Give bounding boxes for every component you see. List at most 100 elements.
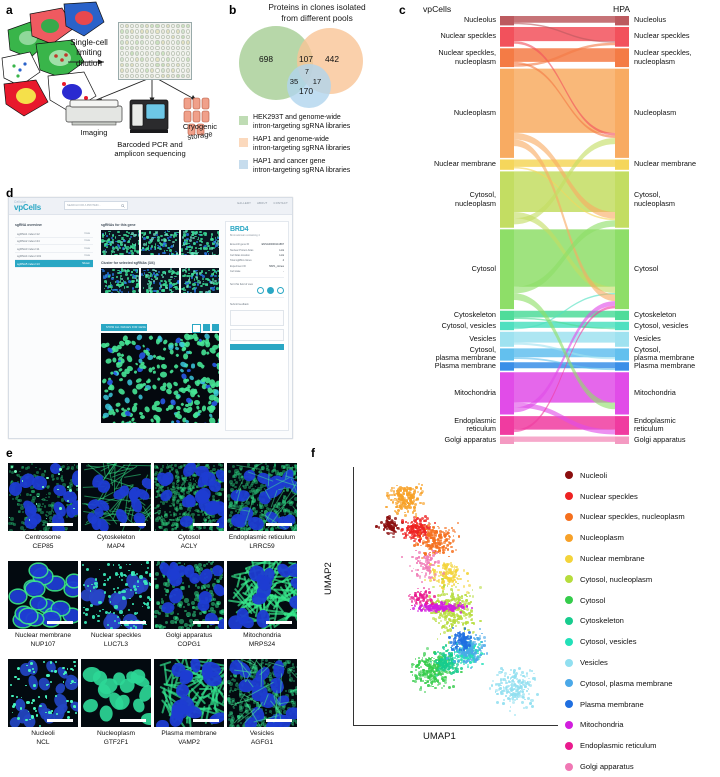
rate-button-2[interactable] bbox=[267, 287, 274, 294]
micrograph-image[interactable] bbox=[81, 561, 151, 629]
plate-well bbox=[125, 46, 129, 51]
cluster-thumbnail[interactable] bbox=[141, 268, 179, 293]
sgrna-action[interactable]: Data bbox=[85, 239, 90, 242]
fluorescent-signal bbox=[213, 465, 215, 467]
sgrna-thumbnail-strip-1[interactable] bbox=[101, 230, 219, 255]
field-of-view-buttons[interactable] bbox=[226, 287, 288, 294]
main-microscopy-viewer[interactable] bbox=[101, 333, 219, 423]
show-all-images-button[interactable]: SHOW ALL IMAGES FOR GENE bbox=[101, 324, 147, 331]
panel-b-letter: b bbox=[229, 4, 236, 16]
zoom-level-button[interactable] bbox=[203, 324, 210, 331]
fluorescent-signal bbox=[179, 495, 182, 498]
panel-b-title-line-1: Proteins in clones isolated bbox=[239, 2, 395, 13]
fluorescent-signal bbox=[28, 669, 30, 671]
nav-link-contact[interactable]: CONTACT bbox=[274, 202, 288, 205]
micrograph-image[interactable] bbox=[227, 463, 297, 531]
sankey-label-left: Cytoskeleton bbox=[395, 311, 496, 320]
rate-button-3[interactable] bbox=[277, 287, 284, 294]
info-value: Link bbox=[279, 249, 284, 252]
micrograph-image[interactable] bbox=[81, 659, 151, 727]
fluorescent-cell bbox=[146, 242, 148, 245]
cluster-thumbnail[interactable] bbox=[181, 268, 219, 293]
micrograph-image[interactable] bbox=[154, 463, 224, 531]
nav-link-about[interactable]: ABOUT bbox=[257, 202, 267, 205]
scatter-point bbox=[455, 566, 458, 569]
sgrna-action[interactable]: Data bbox=[85, 254, 90, 257]
feedback-textarea[interactable] bbox=[230, 310, 284, 326]
scatter-point bbox=[432, 526, 435, 529]
sgrna-action[interactable]: Data bbox=[85, 247, 90, 250]
fluorescent-cell bbox=[207, 283, 208, 286]
scatter-point bbox=[451, 585, 453, 587]
toolbar-right-controls[interactable] bbox=[192, 324, 219, 333]
sankey-node-right bbox=[615, 436, 629, 444]
plate-well bbox=[135, 74, 139, 79]
plate-well bbox=[140, 63, 144, 68]
nucleus bbox=[30, 564, 47, 577]
nav-link-gallery[interactable]: GALLERY bbox=[237, 202, 251, 205]
fluorescent-cell bbox=[124, 282, 127, 285]
micrograph-image[interactable] bbox=[227, 561, 297, 629]
micrograph-image[interactable] bbox=[81, 463, 151, 531]
fluorescent-signal bbox=[289, 674, 291, 676]
sankey-label-left: Nuclear membrane bbox=[395, 160, 496, 169]
fluorescent-nucleus bbox=[197, 394, 201, 398]
sgrna-overview-title: sgRNA overview bbox=[15, 223, 93, 227]
feedback-extra-field[interactable] bbox=[230, 329, 284, 341]
micrograph-image[interactable] bbox=[154, 659, 224, 727]
fluorescent-signal bbox=[269, 710, 272, 713]
fluorescent-signal bbox=[31, 463, 33, 465]
cluster-thumbnail[interactable] bbox=[101, 268, 139, 293]
fluorescent-signal bbox=[147, 602, 149, 604]
fluorescent-signal bbox=[109, 576, 111, 578]
sgrna-action[interactable]: Shown bbox=[82, 262, 90, 265]
fluorescent-nucleus bbox=[138, 394, 143, 400]
fluorescent-nucleus bbox=[217, 370, 219, 376]
fluorescent-signal bbox=[179, 503, 182, 506]
fluorescent-signal bbox=[39, 705, 42, 708]
sgrna-thumbnail[interactable] bbox=[101, 230, 139, 255]
fluorescent-cell bbox=[159, 248, 162, 251]
fluorescent-signal bbox=[141, 564, 142, 565]
plate-well bbox=[171, 68, 175, 73]
fluorescent-signal bbox=[91, 584, 92, 585]
micrograph-image[interactable] bbox=[8, 561, 78, 629]
micrograph-image[interactable] bbox=[8, 463, 78, 531]
fluorescent-signal bbox=[46, 674, 49, 677]
fluorescent-signal bbox=[286, 489, 289, 492]
fullscreen-icon[interactable] bbox=[212, 324, 219, 331]
sgrna-thumbnail[interactable] bbox=[141, 230, 179, 255]
plate-well bbox=[120, 35, 124, 40]
sgrna-thumbnail-strip-2[interactable] bbox=[101, 268, 219, 293]
fluorescent-cell bbox=[165, 284, 168, 287]
fluorescent-nucleus bbox=[196, 412, 200, 416]
sgrna-thumbnail[interactable] bbox=[181, 230, 219, 255]
sgrna-action[interactable]: Data bbox=[85, 232, 90, 235]
rate-button-1[interactable] bbox=[257, 287, 264, 294]
fluorescent-cell bbox=[116, 284, 119, 285]
micrograph-image[interactable] bbox=[8, 659, 78, 727]
panel-a-workflow: a bbox=[0, 0, 225, 185]
plate-well bbox=[125, 51, 129, 56]
search-input[interactable]: SEARCH FOR A PROTEIN... bbox=[64, 201, 128, 210]
micrograph-image[interactable] bbox=[154, 561, 224, 629]
settings-icon[interactable] bbox=[192, 324, 201, 333]
fluorescent-signal bbox=[63, 673, 65, 675]
fluorescent-signal bbox=[161, 598, 163, 600]
micrograph-image[interactable] bbox=[227, 659, 297, 727]
submit-button[interactable] bbox=[230, 344, 284, 350]
fluorescent-signal bbox=[149, 574, 151, 577]
fluorescent-cell bbox=[192, 231, 195, 234]
fluorescent-signal bbox=[207, 584, 211, 588]
app-nav-links[interactable]: GALLERY ABOUT CONTACT bbox=[232, 202, 288, 205]
app-logo[interactable]: Cellular vpCells bbox=[14, 200, 41, 212]
fluorescent-nucleus bbox=[117, 387, 126, 395]
